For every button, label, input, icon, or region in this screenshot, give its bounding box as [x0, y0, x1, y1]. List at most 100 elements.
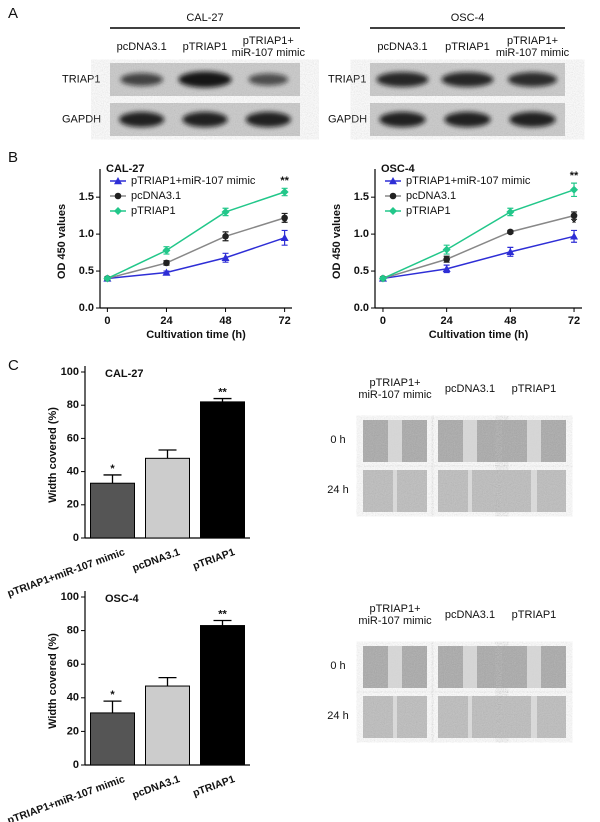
data-point [162, 246, 171, 255]
x-tick-label: 0 [380, 315, 386, 327]
legend-marker [114, 207, 122, 215]
blot-band [441, 72, 494, 87]
error-bar [158, 676, 177, 687]
panel-letter: A [8, 5, 18, 22]
y-axis-label: OD 450 values [331, 204, 343, 279]
legend-marker [389, 207, 397, 215]
x-tick-label: pcDNA3.1 [131, 773, 182, 801]
bar [145, 685, 190, 766]
significance: ** [570, 170, 579, 182]
time-label: 0 h [330, 660, 345, 672]
x-tick-label: pTRIAP1+miR-107 mimic [6, 773, 127, 822]
series-line [107, 191, 285, 280]
y-tick-label: 80 [67, 399, 79, 411]
blot-band [379, 111, 426, 128]
data-point [378, 274, 387, 283]
series-line [382, 235, 575, 280]
legend-label: pTRIAP1 [406, 205, 451, 217]
blot-band [245, 111, 291, 128]
data-point [506, 247, 515, 256]
data-point [221, 207, 230, 216]
protein-label: TRIAP1 [328, 73, 367, 85]
bar [90, 712, 135, 766]
chart-title: CAL-27 [105, 368, 144, 380]
x-tick-label: 24 [160, 315, 173, 327]
significance: ** [280, 175, 289, 187]
series-line [107, 217, 285, 280]
lane-label: miR-107 mimic [496, 47, 570, 59]
y-tick-label: 1.5 [79, 191, 94, 203]
y-tick-label: 60 [67, 432, 79, 444]
y-tick-label: 0.5 [354, 265, 369, 277]
data-point [442, 245, 451, 254]
protein-label: GAPDH [62, 113, 101, 125]
scratch-gap [463, 646, 477, 688]
data-point [570, 212, 578, 219]
scratch-gap [531, 696, 537, 738]
bar [200, 625, 245, 766]
lane-label: pcDNA3.1 [117, 41, 167, 53]
x-tick-label: 24 [441, 315, 454, 327]
legend-marker [114, 177, 122, 185]
blot-band [182, 111, 228, 128]
y-tick-label: 0 [73, 759, 79, 771]
series-line [382, 214, 575, 280]
condition-label: pTRIAP1+ [369, 603, 420, 615]
condition-label: pTRIAP1+ [369, 377, 420, 389]
x-tick-label: pTRIAP1 [191, 773, 236, 799]
lane-label: pTRIAP1 [445, 41, 490, 53]
data-point [222, 233, 229, 240]
error-bar [103, 700, 122, 713]
condition-label: miR-107 mimic [358, 615, 432, 627]
y-tick-label: 100 [61, 366, 79, 378]
blot-band [444, 111, 491, 128]
y-tick-label: 100 [61, 591, 79, 603]
y-tick-label: 1.5 [354, 191, 369, 203]
lane-label: miR-107 mimic [232, 47, 306, 59]
legend-label: pTRIAP1+miR-107 mimic [406, 175, 531, 187]
panel-letter: B [8, 149, 18, 166]
legend-label: pcDNA3.1 [406, 190, 456, 202]
chart-title: CAL-27 [106, 163, 145, 175]
data-point [103, 274, 112, 283]
x-tick-label: 72 [568, 315, 580, 327]
significance: ** [218, 386, 227, 398]
bar [145, 457, 190, 539]
cell-line-label: OSC-4 [451, 12, 485, 24]
y-tick-label: 60 [67, 658, 79, 670]
data-point [280, 233, 289, 242]
blot-band [248, 73, 289, 86]
y-tick-label: 1.0 [79, 228, 94, 240]
legend-marker [114, 192, 122, 200]
y-tick-label: 20 [67, 725, 79, 737]
y-tick-label: 0.0 [79, 302, 94, 314]
time-label: 24 h [327, 710, 348, 722]
significance: * [282, 217, 287, 229]
y-tick-label: 40 [67, 466, 79, 478]
data-point [163, 259, 170, 267]
x-axis-label: Cultivation time (h) [146, 329, 246, 341]
legend-marker [389, 192, 397, 200]
data-point [280, 187, 289, 196]
data-point [221, 253, 230, 261]
y-tick-label: 20 [67, 499, 79, 511]
data-point [443, 255, 450, 263]
legend-label: pcDNA3.1 [131, 190, 181, 202]
lane-label: pTRIAP1+ [507, 35, 558, 47]
x-axis-label: Cultivation time (h) [429, 329, 529, 341]
y-tick-label: 0 [73, 532, 79, 544]
y-tick-label: 0.0 [354, 302, 369, 314]
protein-label: TRIAP1 [62, 73, 101, 85]
data-point [570, 232, 579, 240]
data-point [506, 207, 515, 216]
y-tick-label: 40 [67, 692, 79, 704]
y-tick-label: 80 [67, 625, 79, 637]
scratch-gap [463, 420, 477, 462]
y-axis-label: Width covered (%) [47, 407, 59, 503]
data-point [570, 185, 579, 194]
data-point [281, 214, 288, 222]
y-tick-label: 1.0 [354, 228, 369, 240]
blot-band [507, 72, 558, 87]
legend-label: pTRIAP1 [131, 205, 176, 217]
